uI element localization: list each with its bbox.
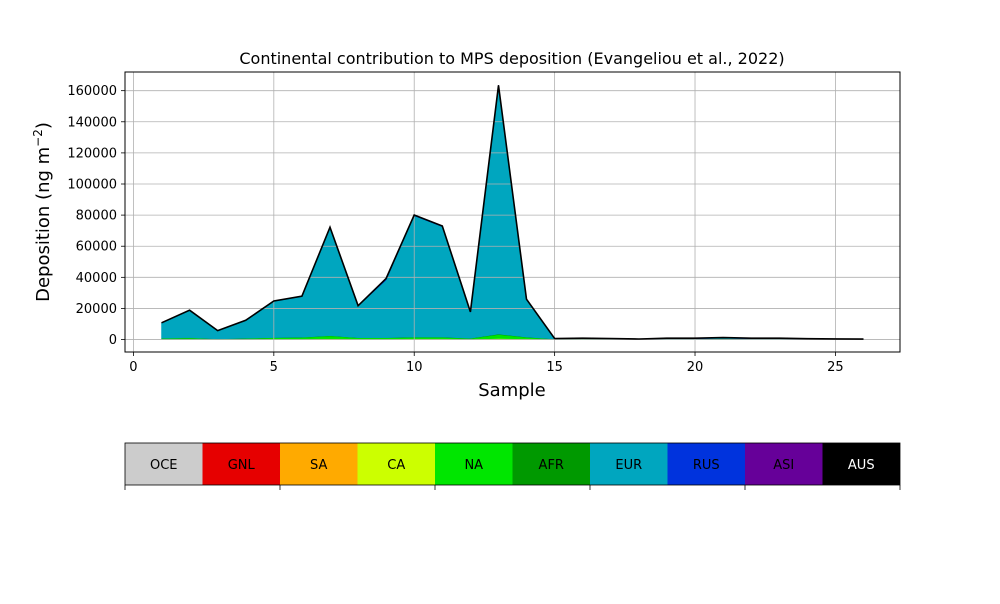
x-tick-label: 5 bbox=[270, 360, 278, 375]
area-layers bbox=[161, 85, 864, 340]
x-tick-label: 0 bbox=[129, 360, 137, 375]
y-tick-label: 0 bbox=[109, 333, 117, 348]
y-tick-label: 60000 bbox=[76, 240, 117, 255]
legend-label-sa: SA bbox=[310, 458, 327, 473]
y-axis-label-main: Deposition (ng m bbox=[33, 147, 54, 302]
legend-swatch-aus bbox=[822, 443, 900, 485]
y-axis-label-close: ) bbox=[33, 122, 54, 129]
total-outline bbox=[161, 85, 864, 340]
legend-swatch-oce bbox=[125, 443, 203, 485]
legend-label-oce: OCE bbox=[150, 458, 178, 473]
y-tick-label: 40000 bbox=[76, 271, 117, 286]
x-tick-label: 15 bbox=[546, 360, 563, 375]
x-tick-label: 20 bbox=[687, 360, 704, 375]
y-tick-label: 120000 bbox=[67, 146, 117, 161]
legend-label-afr: AFR bbox=[539, 458, 564, 473]
x-tick-label: 25 bbox=[827, 360, 844, 375]
legend-swatch-rus bbox=[667, 443, 745, 485]
y-axis-label: Deposition (ng m−2) bbox=[31, 122, 54, 302]
legend-label-eur: EUR bbox=[615, 458, 642, 473]
legend-label-ca: CA bbox=[387, 458, 405, 473]
plot-frame bbox=[124, 71, 901, 353]
legend-swatch-asi bbox=[745, 443, 823, 485]
legend-swatch-na bbox=[435, 443, 513, 485]
legend-label-asi: ASI bbox=[773, 458, 794, 473]
legend-swatch-gnl bbox=[202, 443, 280, 485]
y-tick-label: 20000 bbox=[76, 302, 117, 317]
x-axis-ticks: 0 5 10 15 20 25 bbox=[129, 352, 844, 375]
legend-colorbar: OCE GNL SA CA NA AFR EUR RUS ASI AUS bbox=[124, 442, 901, 490]
legend-swatch-eur bbox=[590, 443, 668, 485]
legend-frame bbox=[124, 442, 901, 486]
y-axis-label-superscript: −2 bbox=[31, 129, 45, 147]
legend-swatch-ca bbox=[357, 443, 435, 485]
chart-title: Continental contribution to MPS depositi… bbox=[239, 49, 784, 68]
grid-lines bbox=[125, 72, 900, 352]
y-axis-ticks: 0 20000 40000 60000 80000 100000 120000 140000 1… bbox=[67, 84, 125, 348]
y-tick-label: 160000 bbox=[67, 84, 117, 99]
area-eur bbox=[161, 85, 864, 340]
legend-label-na: NA bbox=[464, 458, 483, 473]
x-axis-label: Sample bbox=[478, 380, 546, 401]
y-tick-label: 100000 bbox=[67, 178, 117, 193]
y-tick-label: 80000 bbox=[76, 209, 117, 224]
y-tick-label: 140000 bbox=[67, 115, 117, 130]
legend-label-rus: RUS bbox=[693, 458, 720, 473]
legend-swatch-sa bbox=[280, 443, 358, 485]
legend-label-gnl: GNL bbox=[228, 458, 256, 473]
legend-swatch-afr bbox=[512, 443, 590, 485]
x-tick-label: 10 bbox=[406, 360, 423, 375]
legend-label-aus: AUS bbox=[848, 458, 875, 473]
